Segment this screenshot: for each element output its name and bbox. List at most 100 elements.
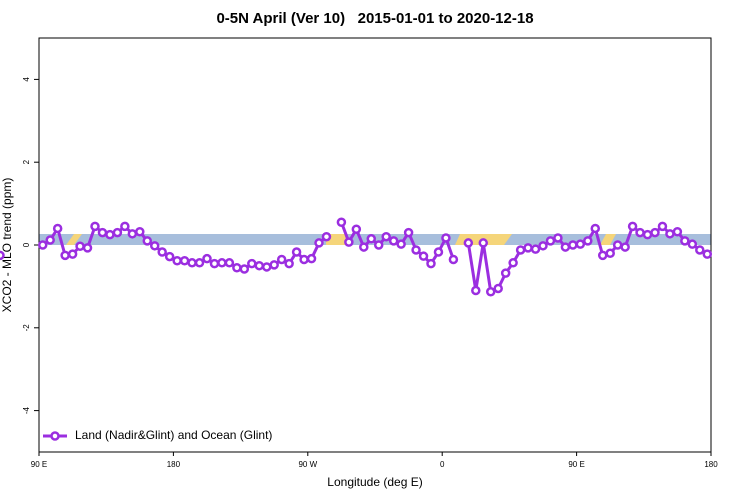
- point: [612, 240, 623, 250]
- point: [553, 233, 563, 243]
- point: [105, 229, 115, 240]
- point: [254, 260, 265, 271]
- point: [373, 240, 384, 250]
- point: [508, 258, 518, 268]
- point: [90, 221, 100, 232]
- point: [239, 264, 250, 274]
- point: [485, 287, 496, 297]
- point: [359, 242, 369, 252]
- point: [560, 242, 571, 252]
- point: [202, 253, 212, 264]
- point: [179, 255, 190, 266]
- point: [381, 231, 391, 242]
- point: [306, 253, 317, 264]
- point: [0, 250, 5, 261]
- point: [418, 251, 429, 261]
- point: [590, 223, 601, 234]
- point: [583, 236, 593, 246]
- point: [545, 236, 556, 246]
- point: [620, 242, 630, 252]
- point: [433, 247, 444, 257]
- y-tick-label: 2: [22, 159, 31, 164]
- point: [224, 258, 235, 268]
- point: [45, 235, 55, 245]
- point: [232, 263, 242, 273]
- point: [680, 236, 690, 246]
- point: [209, 258, 220, 269]
- point: [441, 233, 451, 243]
- point: [135, 227, 145, 237]
- x-tick-label: 0: [440, 460, 445, 469]
- point: [463, 238, 474, 248]
- point: [112, 227, 123, 238]
- x-axis-label: Longitude (deg E): [327, 475, 422, 489]
- point: [396, 239, 406, 249]
- point: [493, 283, 503, 294]
- point: [52, 223, 63, 234]
- chart-title: 0-5N April (Ver 10) 2015-01-01 to 2020-1…: [216, 10, 533, 27]
- point: [650, 227, 660, 238]
- point: [60, 250, 70, 261]
- point: [523, 243, 533, 253]
- point: [403, 227, 414, 238]
- point: [172, 255, 182, 266]
- y-tick-label: -4: [22, 406, 31, 414]
- point: [97, 227, 108, 238]
- point: [247, 258, 257, 269]
- point: [657, 221, 668, 232]
- point: [164, 251, 175, 262]
- point: [687, 239, 698, 249]
- point: [500, 268, 511, 278]
- y-tick-label: 4: [22, 77, 31, 82]
- point: [627, 221, 638, 232]
- point: [411, 245, 421, 255]
- y-tick-label: 0: [22, 242, 31, 247]
- point: [515, 245, 526, 255]
- x-tick-label: 180: [704, 460, 718, 469]
- point: [597, 250, 608, 261]
- legend-marker: [50, 431, 60, 441]
- point: [291, 247, 302, 257]
- point: [187, 258, 197, 268]
- legend-label: Land (Nadir&Glint) and Ocean (Glint): [75, 428, 272, 442]
- x-tick-label: 90 E: [31, 460, 47, 469]
- point: [299, 254, 309, 265]
- point: [269, 260, 279, 270]
- point: [120, 221, 130, 232]
- point: [366, 234, 377, 244]
- point: [75, 241, 85, 251]
- y-tick-label: -2: [22, 324, 31, 332]
- x-tick-label: 90 W: [298, 460, 317, 469]
- point: [67, 249, 78, 259]
- point: [149, 241, 160, 251]
- point: [642, 229, 653, 240]
- point: [276, 254, 287, 265]
- point: [448, 254, 459, 265]
- point: [127, 229, 138, 239]
- point: [351, 224, 362, 235]
- point: [471, 285, 481, 296]
- point: [194, 258, 205, 268]
- point: [336, 217, 347, 227]
- point: [605, 248, 615, 259]
- point: [321, 231, 332, 242]
- point: [695, 245, 705, 255]
- point: [344, 237, 354, 247]
- point: [478, 238, 489, 248]
- point: [142, 236, 153, 246]
- point: [157, 247, 167, 257]
- point: [37, 240, 48, 250]
- point: [530, 244, 541, 254]
- point: [702, 249, 713, 259]
- x-tick-label: 90 E: [568, 460, 584, 469]
- point: [672, 227, 683, 237]
- x-tick-label: 180: [167, 460, 181, 469]
- point: [538, 241, 548, 251]
- y-axis-label: XCO2 - MLO trend (ppm): [0, 178, 14, 313]
- point: [284, 258, 294, 269]
- point: [575, 239, 586, 249]
- point: [261, 262, 272, 272]
- point: [426, 258, 436, 269]
- point: [568, 240, 578, 250]
